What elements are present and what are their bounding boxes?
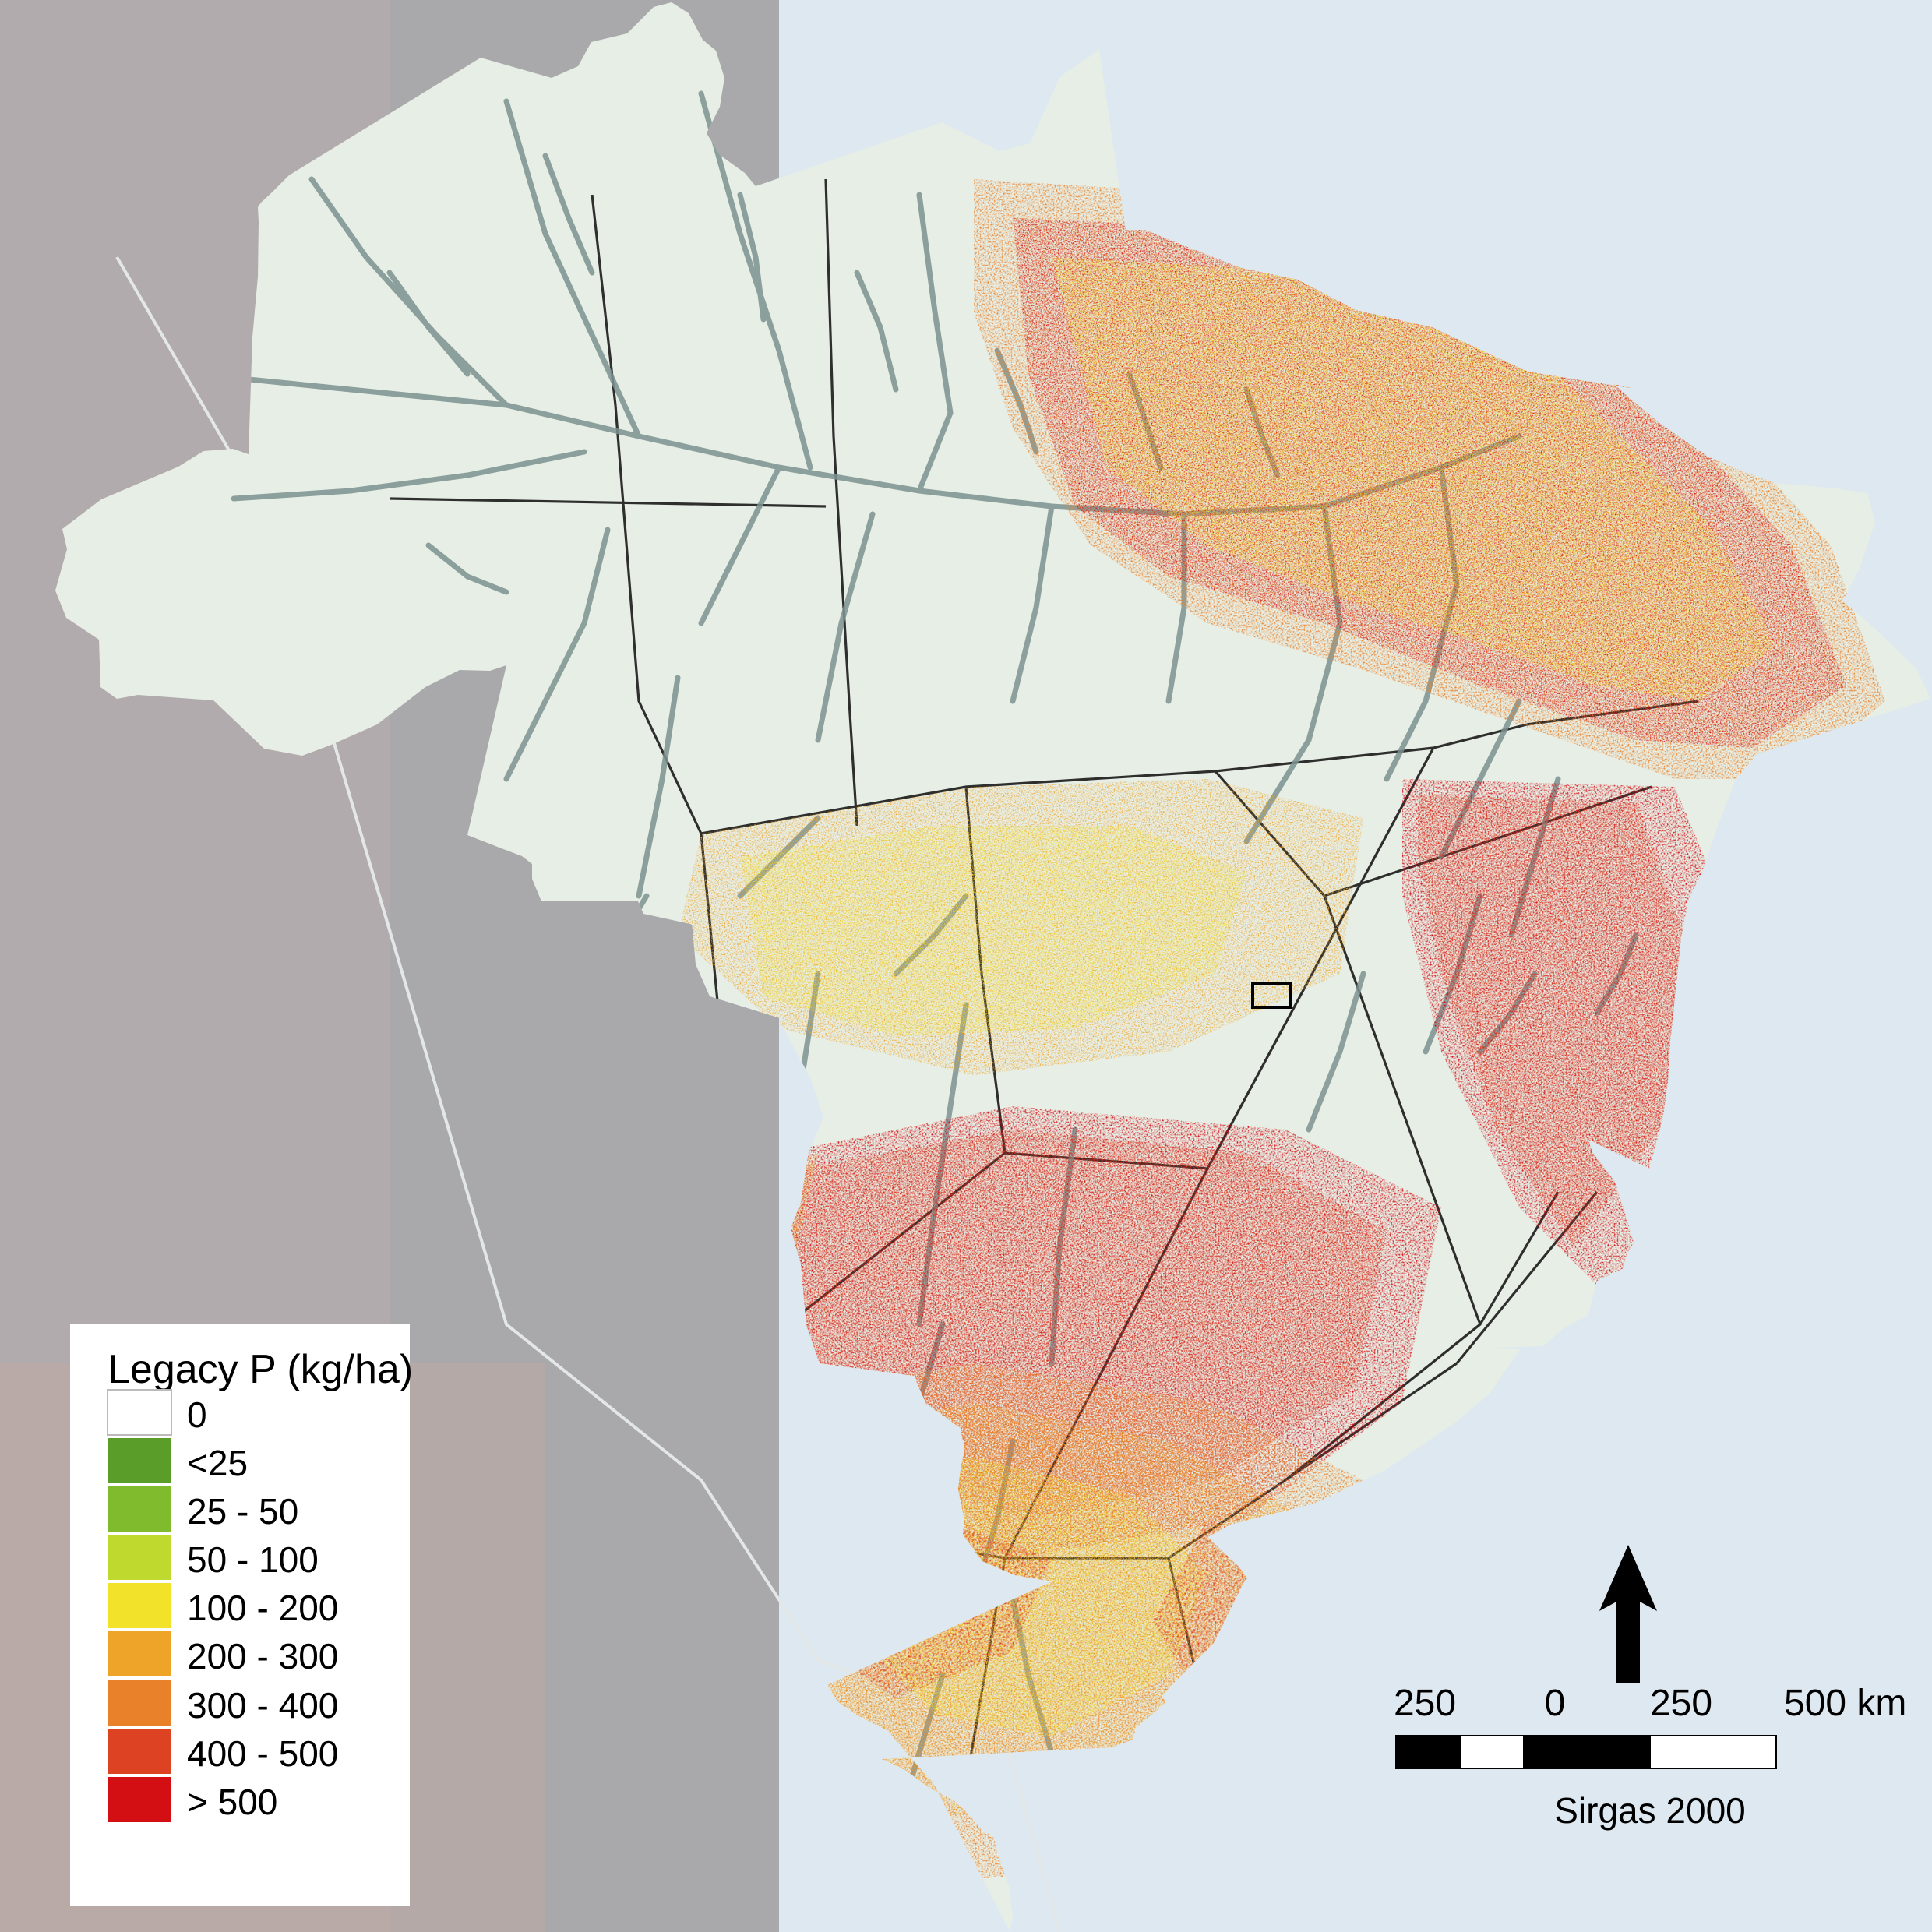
svg-text:0: 0	[1545, 1683, 1566, 1724]
svg-text:250: 250	[1394, 1683, 1456, 1724]
svg-text:0: 0	[187, 1394, 207, 1435]
svg-text:400 - 500: 400 - 500	[187, 1733, 338, 1774]
svg-text:Legacy P (kg/ha): Legacy P (kg/ha)	[108, 1347, 413, 1392]
svg-text:> 500: > 500	[187, 1782, 277, 1822]
svg-text:200 - 300: 200 - 300	[187, 1636, 338, 1676]
svg-text:300 - 400: 300 - 400	[187, 1685, 338, 1726]
svg-text:<25: <25	[187, 1443, 248, 1483]
svg-text:250: 250	[1650, 1683, 1712, 1724]
svg-text:500 km: 500 km	[1784, 1683, 1906, 1724]
svg-text:Sirgas 2000: Sirgas 2000	[1554, 1790, 1746, 1831]
svg-text:50 - 100: 50 - 100	[187, 1539, 319, 1580]
svg-text:100 - 200: 100 - 200	[187, 1588, 338, 1628]
svg-text:25 - 50: 25 - 50	[187, 1491, 298, 1532]
